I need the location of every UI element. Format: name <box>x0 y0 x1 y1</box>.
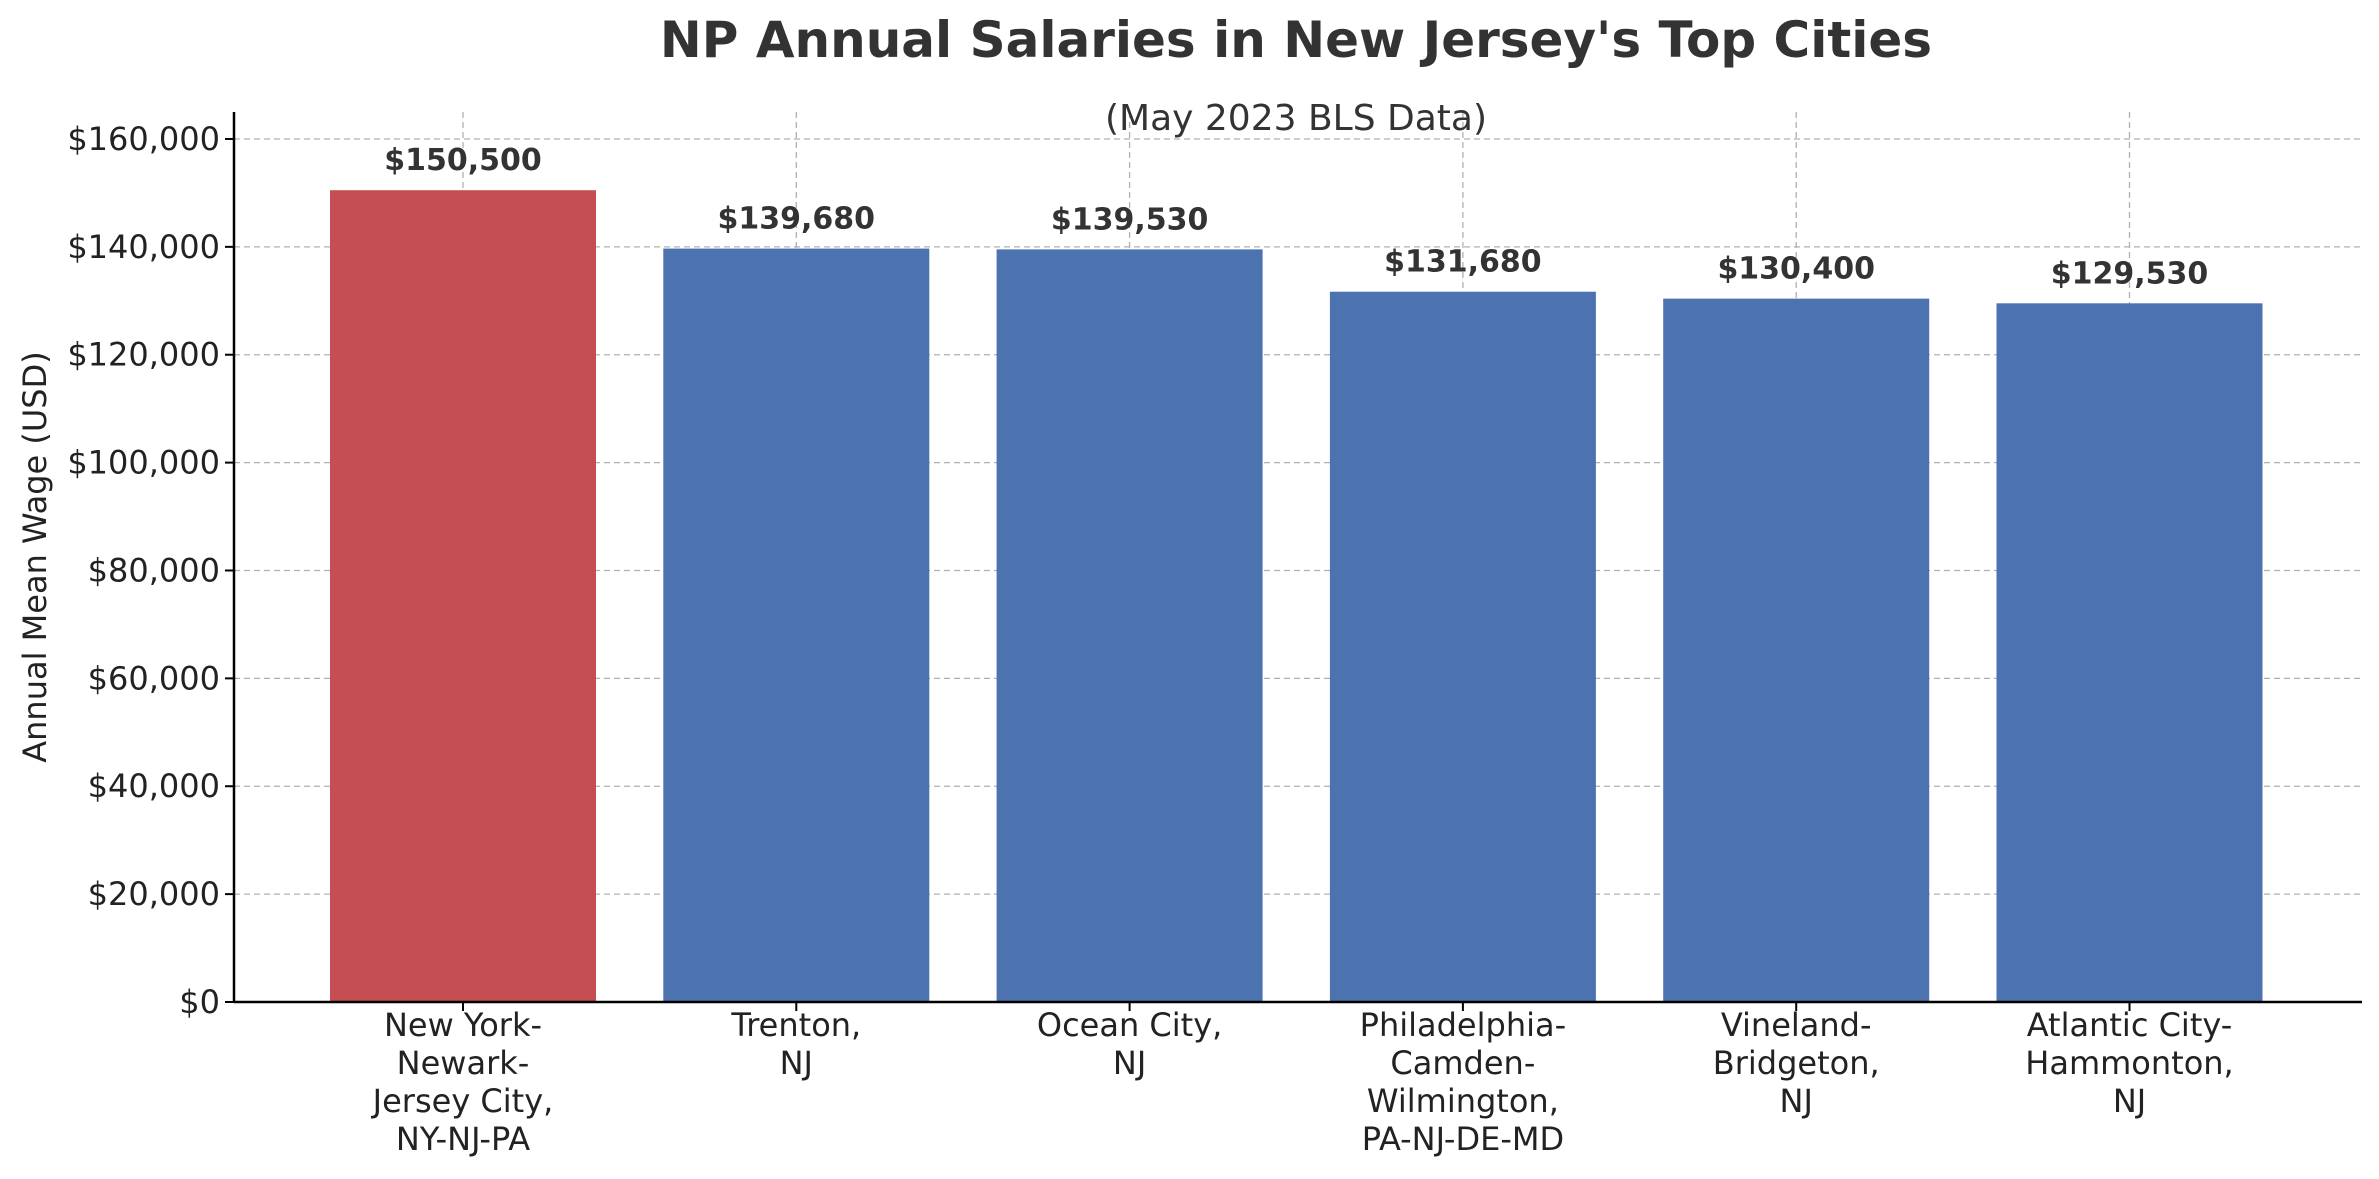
bar <box>330 190 596 1002</box>
data-label: $139,680 <box>718 202 876 237</box>
data-label: $130,400 <box>1717 252 1875 287</box>
bar <box>1329 291 1596 1002</box>
y-tick-label: $0 <box>179 983 220 1021</box>
bar <box>996 249 1263 1002</box>
x-tick-label: Atlantic City-Hammonton, NJ <box>2025 1006 2233 1120</box>
y-tick-label: $60,000 <box>88 659 220 697</box>
x-tick-label: Ocean City, NJ <box>1037 1006 1222 1082</box>
x-tick-label: New York-Newark-Jersey City, NY-NJ-PA <box>371 1006 554 1158</box>
data-labels: $150,500 $139,680 $139,530 $131,680 $130,400… <box>384 143 2208 291</box>
bars <box>330 190 2263 1003</box>
data-label: $150,500 <box>384 143 542 178</box>
y-tick-label: $80,000 <box>88 551 220 589</box>
chart-subtitle: (May 2023 BLS Data) <box>1105 98 1487 139</box>
bar <box>1996 303 2263 1003</box>
bar <box>663 248 930 1003</box>
y-tick-label: $140,000 <box>67 228 220 266</box>
y-tick-label: $100,000 <box>67 444 220 482</box>
y-tick-label: $120,000 <box>67 336 220 374</box>
data-label: $131,680 <box>1384 245 1542 280</box>
y-axis-label: Annual Mean Wage (USD) <box>16 351 54 762</box>
data-label: $139,530 <box>1051 202 1209 237</box>
x-ticks: New York-Newark-Jersey City, NY-NJ-PA Tren… <box>371 1002 2234 1158</box>
x-tick-label: Trenton, NJ <box>730 1006 861 1082</box>
bar <box>1663 298 1930 1002</box>
y-tick-label: $40,000 <box>88 767 220 805</box>
y-ticks: $0 $20,000 $40,000 $60,000 $80,000 $100,000 $1… <box>67 120 234 1021</box>
x-tick-label: Vineland-Bridgeton, NJ <box>1713 1006 1880 1120</box>
data-label: $129,530 <box>2051 256 2209 291</box>
x-tick-label: Philadelphia-Camden-Wilmington, PA-NJ-DE-… <box>1360 1006 1567 1158</box>
chart-title: NP Annual Salaries in New Jersey's Top C… <box>660 11 1932 69</box>
y-tick-label: $20,000 <box>88 875 220 913</box>
y-tick-label: $160,000 <box>67 120 220 158</box>
